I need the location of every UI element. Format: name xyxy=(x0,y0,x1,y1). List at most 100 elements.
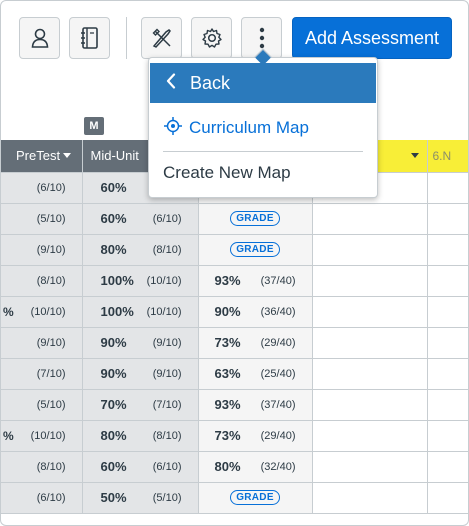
pretest-score: (10/10) xyxy=(30,305,66,318)
table-row: (9/10) 90% (9/10) 73% (29/40) xyxy=(1,327,468,359)
pretest-cell[interactable]: % (10/10) xyxy=(1,420,83,452)
grade-button[interactable]: GRADE xyxy=(230,242,280,257)
student-view-button[interactable] xyxy=(19,17,60,59)
marker-badge: M xyxy=(84,117,104,135)
pretest-cell[interactable]: (9/10) xyxy=(1,327,83,359)
pretest-cell[interactable]: (8/10) xyxy=(1,451,83,483)
unit-test-cell[interactable]: 90% (36/40) xyxy=(198,296,313,328)
pretest-cell[interactable]: (6/10) xyxy=(1,172,83,204)
empty-cell[interactable] xyxy=(312,203,428,235)
unit-test-percent: 90% xyxy=(214,304,241,319)
pretest-score: (7/10) xyxy=(36,367,66,380)
next-column-cell[interactable] xyxy=(427,451,468,483)
midunit-cell[interactable]: 90% (9/10) xyxy=(82,327,199,359)
unit-test-cell[interactable]: 73% (29/40) xyxy=(198,420,313,452)
midunit-percent: 100% xyxy=(100,304,134,319)
midunit-cell[interactable]: 100% (10/10) xyxy=(82,265,199,297)
next-column-cell[interactable] xyxy=(427,172,468,204)
pretest-cell[interactable]: (7/10) xyxy=(1,358,83,390)
unit-test-score: (29/40) xyxy=(260,336,296,349)
assessment-grid: PreTest Mid-Unit 6.N (6/10) 60% (5/10) 60%(… xyxy=(1,140,468,514)
midunit-cell[interactable]: 50% (5/10) xyxy=(82,482,199,514)
settings-button[interactable] xyxy=(191,17,232,59)
midunit-score: (10/10) xyxy=(146,274,182,287)
header-pretest[interactable]: PreTest xyxy=(1,140,83,173)
table-row: (8/10) 100% (10/10) 93% (37/40) xyxy=(1,265,468,297)
midunit-percent: 80% xyxy=(100,242,127,257)
empty-cell[interactable] xyxy=(312,389,428,421)
menu-divider xyxy=(163,151,363,152)
tools-button[interactable] xyxy=(141,17,182,59)
empty-cell[interactable] xyxy=(312,358,428,390)
next-column-cell[interactable] xyxy=(427,358,468,390)
unit-test-cell[interactable]: 80% (32/40) xyxy=(198,451,313,483)
empty-cell[interactable] xyxy=(312,451,428,483)
midunit-percent: 50% xyxy=(100,490,127,505)
next-column-cell[interactable] xyxy=(427,234,468,266)
pretest-cell[interactable]: (5/10) xyxy=(1,389,83,421)
unit-test-cell[interactable]: GRADE xyxy=(198,203,313,235)
pretest-score: (5/10) xyxy=(36,212,66,225)
next-column-cell[interactable] xyxy=(427,389,468,421)
menu-item-create-new-map[interactable]: Create New Map xyxy=(163,159,291,187)
next-column-cell[interactable] xyxy=(427,482,468,514)
pretest-score: (9/10) xyxy=(36,243,66,256)
pretest-score: (6/10) xyxy=(36,181,66,194)
pretest-cell[interactable]: (6/10) xyxy=(1,482,83,514)
add-assessment-button[interactable]: Add Assessment xyxy=(292,17,452,59)
unit-test-score: (37/40) xyxy=(260,274,296,287)
unit-test-percent: 93% xyxy=(214,397,241,412)
unit-test-cell[interactable]: 73% (29/40) xyxy=(198,327,313,359)
next-column-cell[interactable] xyxy=(427,265,468,297)
midunit-cell[interactable]: 90% (9/10) xyxy=(82,358,199,390)
pretest-cell[interactable]: (9/10) xyxy=(1,234,83,266)
next-column-cell[interactable] xyxy=(427,296,468,328)
empty-cell[interactable] xyxy=(312,420,428,452)
unit-test-cell[interactable]: 93% (37/40) xyxy=(198,265,313,297)
gradebook-button[interactable] xyxy=(69,17,110,59)
midunit-percent: 70% xyxy=(100,397,127,412)
midunit-percent: 100% xyxy=(100,273,134,288)
midunit-cell[interactable]: 70% (7/10) xyxy=(82,389,199,421)
midunit-score: (7/10) xyxy=(152,398,182,411)
midunit-cell[interactable]: 60% (6/10) xyxy=(82,203,199,235)
gear-icon xyxy=(201,27,223,49)
empty-cell[interactable] xyxy=(312,234,428,266)
midunit-cell[interactable]: 80% (8/10) xyxy=(82,420,199,452)
tools-icon xyxy=(151,27,173,49)
unit-test-cell[interactable]: 63% (25/40) xyxy=(198,358,313,390)
midunit-cell[interactable]: 60% (6/10) xyxy=(82,451,199,483)
empty-cell[interactable] xyxy=(312,482,428,514)
unit-test-score: (25/40) xyxy=(260,367,296,380)
next-column-cell[interactable] xyxy=(427,420,468,452)
header-pretest-label: PreTest xyxy=(16,148,61,164)
next-column-cell[interactable] xyxy=(427,203,468,235)
toolbar-divider xyxy=(126,17,127,59)
unit-test-cell[interactable]: 93% (37/40) xyxy=(198,389,313,421)
grade-button[interactable]: GRADE xyxy=(230,490,280,505)
caret-down-icon xyxy=(63,153,72,159)
pretest-cell[interactable]: (8/10) xyxy=(1,265,83,297)
pretest-cell[interactable]: % (10/10) xyxy=(1,296,83,328)
unit-test-cell[interactable]: GRADE xyxy=(198,482,313,514)
table-row: (5/10) 70% (7/10) 93% (37/40) xyxy=(1,389,468,421)
more-vertical-icon xyxy=(259,27,265,49)
midunit-percent: 60% xyxy=(100,180,127,195)
unit-test-cell[interactable]: GRADE xyxy=(198,234,313,266)
midunit-score: (9/10) xyxy=(152,336,182,349)
midunit-score: (6/10) xyxy=(152,212,182,225)
midunit-cell[interactable]: 100% (10/10) xyxy=(82,296,199,328)
menu-item-back[interactable]: Back xyxy=(150,63,376,103)
empty-cell[interactable] xyxy=(312,327,428,359)
midunit-cell[interactable]: 80% (8/10) xyxy=(82,234,199,266)
empty-cell[interactable] xyxy=(312,296,428,328)
grade-button[interactable]: GRADE xyxy=(230,211,280,226)
chevron-left-icon xyxy=(166,72,176,94)
header-next[interactable]: 6.N xyxy=(427,140,468,173)
next-column-cell[interactable] xyxy=(427,327,468,359)
more-options-button[interactable] xyxy=(241,17,282,59)
pretest-cell[interactable]: (5/10) xyxy=(1,203,83,235)
empty-cell[interactable] xyxy=(312,265,428,297)
menu-item-curriculum-map[interactable]: Curriculum Map xyxy=(163,114,309,142)
unit-test-score: (37/40) xyxy=(260,398,296,411)
